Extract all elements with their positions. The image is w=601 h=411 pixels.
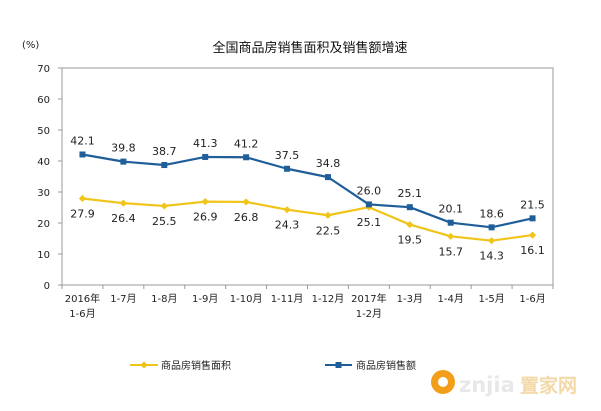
data-label: 15.7 bbox=[438, 245, 463, 258]
data-point bbox=[406, 204, 413, 211]
data-point bbox=[242, 198, 250, 206]
data-label: 26.9 bbox=[193, 211, 218, 224]
series-area: 27.9 26.4 25.5 26.9 26.8 24.3 22.5 25.1 19.5 15.7… bbox=[70, 194, 545, 263]
legend-label: 商品房销售额 bbox=[356, 359, 416, 372]
watermark-logo-inner-icon bbox=[438, 377, 448, 387]
data-label: 34.8 bbox=[316, 157, 341, 170]
x-tick-label: 2017年 bbox=[351, 292, 386, 305]
x-tick-label: 2016年 bbox=[65, 292, 100, 305]
data-point bbox=[324, 174, 331, 181]
data-point bbox=[447, 219, 454, 226]
data-label: 38.7 bbox=[152, 145, 177, 158]
data-label: 26.8 bbox=[234, 211, 259, 224]
y-tick-label: 10 bbox=[37, 250, 50, 261]
data-point bbox=[488, 224, 495, 231]
axes: 0 10 20 30 40 50 60 70 2016年 1-6月 1-7月 1-8月 1-9月 1-10… bbox=[37, 64, 554, 320]
legend-marker bbox=[335, 362, 342, 368]
data-point bbox=[529, 215, 536, 222]
watermark-cn: 置家网 bbox=[520, 374, 577, 397]
x-tick-label: 1-3月 bbox=[397, 293, 423, 305]
data-label: 42.1 bbox=[70, 134, 95, 147]
y-tick-label: 20 bbox=[37, 219, 50, 230]
y-axis-unit: (%) bbox=[22, 40, 39, 51]
x-tick-label: 1-11月 bbox=[271, 293, 304, 305]
data-point bbox=[161, 162, 168, 169]
x-tick-label: 1-8月 bbox=[151, 293, 177, 305]
data-label: 25.1 bbox=[357, 216, 382, 229]
x-tick-label: 1-7月 bbox=[110, 293, 136, 305]
data-point bbox=[365, 201, 372, 208]
x-tick-label: 1-9月 bbox=[192, 293, 218, 305]
data-label: 14.3 bbox=[479, 250, 504, 263]
legend-label: 商品房销售面积 bbox=[161, 359, 231, 372]
x-tick-label: 1-5月 bbox=[478, 293, 504, 305]
series-line bbox=[82, 153, 533, 229]
y-tick-label: 60 bbox=[37, 95, 50, 106]
data-label: 22.5 bbox=[316, 224, 341, 237]
y-tick-label: 0 bbox=[44, 281, 50, 292]
data-label: 20.1 bbox=[438, 203, 463, 216]
watermark: znjia 置家网 bbox=[431, 370, 577, 397]
data-point bbox=[324, 211, 332, 219]
data-label: 25.5 bbox=[152, 215, 177, 228]
data-label: 39.8 bbox=[111, 142, 136, 155]
data-label: 26.0 bbox=[357, 184, 382, 197]
data-point bbox=[79, 151, 86, 158]
data-label: 21.5 bbox=[520, 198, 545, 211]
y-tick-label: 30 bbox=[37, 188, 50, 199]
x-tick-label: 1-2月 bbox=[356, 308, 382, 320]
data-point bbox=[284, 165, 291, 172]
data-label: 41.2 bbox=[234, 137, 259, 150]
chart-title: 全国商品房销售面积及销售额增速 bbox=[212, 40, 407, 56]
data-point bbox=[78, 194, 87, 203]
data-label: 25.1 bbox=[398, 187, 423, 200]
x-tick-label: 1-6月 bbox=[519, 293, 545, 305]
legend-marker bbox=[140, 361, 148, 369]
watermark-brand: znjia bbox=[459, 373, 515, 397]
data-point bbox=[447, 232, 455, 240]
data-label: 26.4 bbox=[111, 212, 136, 225]
data-point bbox=[528, 231, 537, 239]
data-point bbox=[120, 158, 127, 165]
y-tick-label: 50 bbox=[37, 126, 50, 137]
data-label: 27.9 bbox=[70, 208, 95, 221]
data-label: 37.5 bbox=[275, 149, 300, 162]
x-tick-label: 1-4月 bbox=[438, 293, 464, 305]
data-label: 19.5 bbox=[398, 234, 423, 247]
data-label: 41.3 bbox=[193, 137, 218, 150]
y-tick-label: 70 bbox=[37, 64, 50, 75]
data-label: 16.1 bbox=[520, 244, 545, 257]
data-point bbox=[201, 198, 209, 206]
data-label: 24.3 bbox=[275, 219, 300, 232]
data-point bbox=[243, 154, 250, 161]
x-tick-label: 1-6月 bbox=[69, 308, 95, 320]
data-label: 18.6 bbox=[479, 207, 504, 220]
data-point bbox=[488, 237, 496, 245]
data-point bbox=[202, 153, 209, 160]
legend: 商品房销售面积 商品房销售额 bbox=[130, 359, 416, 372]
data-point bbox=[160, 202, 168, 210]
series-line bbox=[82, 197, 533, 242]
x-tick-label: 1-12月 bbox=[312, 293, 345, 305]
data-point bbox=[119, 199, 127, 207]
x-tick-label: 1-10月 bbox=[230, 293, 263, 305]
series-amount: 42.1 39.8 38.7 41.3 41.2 37.5 34.8 26.0 25.1 20.1… bbox=[70, 134, 545, 231]
y-tick-label: 40 bbox=[37, 157, 50, 168]
data-point bbox=[406, 220, 414, 229]
data-point bbox=[283, 206, 291, 214]
